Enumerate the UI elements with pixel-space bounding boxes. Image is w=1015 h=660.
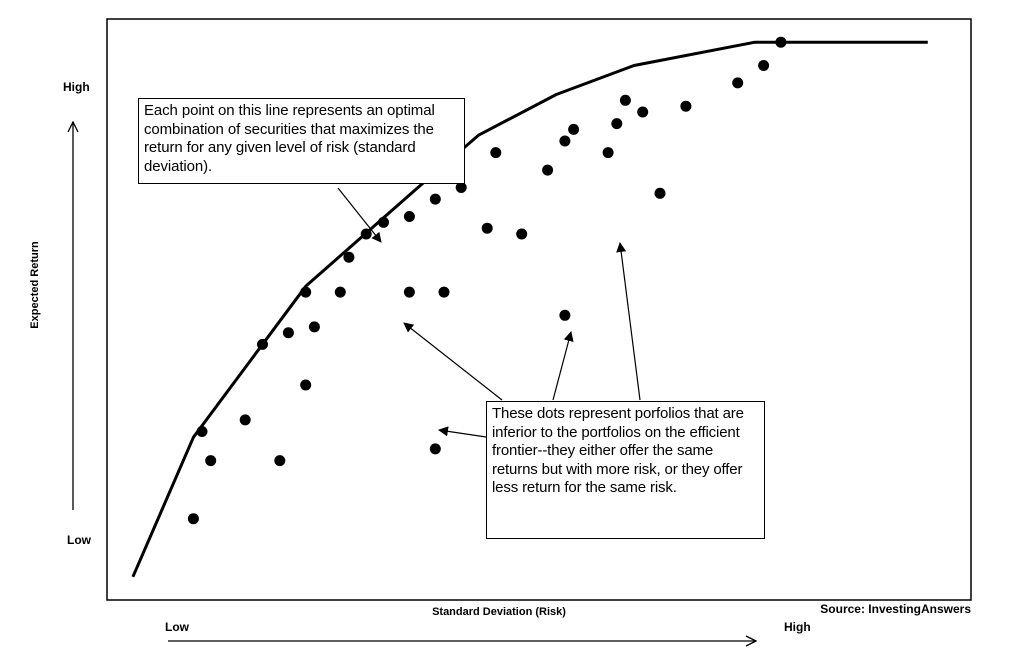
portfolio-dot-11 <box>334 286 346 298</box>
portfolio-dot-20 <box>438 286 450 298</box>
portfolio-dot-22 <box>455 182 467 193</box>
portfolio-dot-7 <box>282 327 294 339</box>
y-tick-label-low: Low <box>67 533 92 547</box>
frontier-callout-arrow <box>337 187 382 243</box>
portfolio-dot-13 <box>360 228 372 240</box>
inferior-portfolios-annotation: These dots represent porfolios that are … <box>486 401 765 539</box>
portfolio-dot-18 <box>429 443 441 455</box>
y-tick-label-high: High <box>63 80 90 94</box>
y-axis-title: Expected Return <box>29 241 41 329</box>
portfolio-dot-15 <box>403 211 415 222</box>
portfolio-dot-30 <box>602 147 614 159</box>
plot-frame <box>106 18 972 601</box>
portfolio-dot-38 <box>775 36 787 48</box>
portfolio-dot-4 <box>239 414 251 426</box>
inferior-callout-arrow-4 <box>438 426 487 438</box>
x-tick-label-low: Low <box>165 620 190 634</box>
portfolio-dot-8 <box>300 379 312 391</box>
portfolio-dot-27 <box>559 135 571 147</box>
inferior-callout-arrow-3 <box>616 242 641 401</box>
portfolio-dot-31 <box>611 118 623 130</box>
portfolio-dot-9 <box>300 286 312 298</box>
portfolio-dot-26 <box>542 164 554 176</box>
portfolio-dot-10 <box>308 321 320 333</box>
portfolio-dot-6 <box>257 338 268 350</box>
source-credit: Source: InvestingAnswers <box>820 602 971 616</box>
portfolio-dot-14 <box>378 216 389 228</box>
callout-arrows <box>337 187 641 438</box>
portfolio-dot-36 <box>732 77 744 89</box>
portfolio-dot-1 <box>187 513 199 525</box>
portfolio-dot-23 <box>481 222 493 234</box>
portfolio-dot-16 <box>403 286 415 298</box>
portfolio-dot-32 <box>619 94 631 106</box>
portfolio-dot-28 <box>559 309 571 321</box>
frontier-annotation: Each point on this line represents an op… <box>138 98 465 184</box>
portfolio-dot-3 <box>205 455 217 467</box>
portfolio-dot-25 <box>516 228 528 240</box>
x-tick-label-high: High <box>784 620 811 634</box>
x-axis-title: Standard Deviation (Risk) <box>432 606 566 618</box>
portfolio-dot-2 <box>196 426 208 437</box>
inferior-callout-arrow-1 <box>403 322 503 401</box>
portfolio-dot-5 <box>274 455 286 467</box>
portfolio-dot-24 <box>490 147 502 159</box>
portfolio-dot-29 <box>568 123 580 135</box>
portfolio-dot-33 <box>637 106 649 118</box>
portfolio-dot-34 <box>654 187 666 199</box>
portfolio-dot-12 <box>343 251 355 263</box>
portfolio-dot-35 <box>680 100 692 112</box>
efficient-frontier-line <box>131 40 928 578</box>
inferior-callout-arrow-2 <box>552 331 574 401</box>
portfolio-dot-19 <box>429 193 441 205</box>
portfolio-dot-37 <box>758 60 770 71</box>
